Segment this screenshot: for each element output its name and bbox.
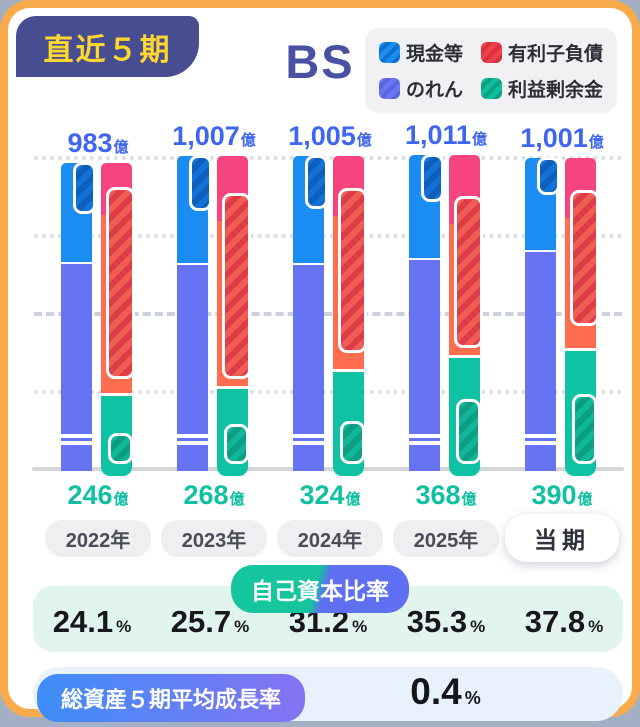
year-pill-2024年[interactable]: 2024年 [277,520,383,557]
bar-break-mark [525,441,556,445]
total-assets-label: 1,005億 [288,121,372,152]
total-assets-label: 1,011億 [404,119,488,150]
asset-bar-indigo-segment [293,263,324,471]
bar-break-mark [61,434,92,438]
equity-ratio-value: 24.1% [52,604,132,639]
legend-label-cash: 現金等 [405,44,463,65]
bar-break-mark [409,434,440,438]
year-pill-2023年[interactable]: 2023年 [161,520,267,557]
year-pill-当期[interactable]: 当期 [505,514,619,562]
retained-hatch-overlay [572,394,597,464]
retained-earnings-label: 268億 [183,480,245,510]
total-assets-label: 983億 [67,128,129,159]
legend-label-debt: 有利子負債 [507,44,603,65]
goodwill-swatch-icon [378,78,400,99]
retained-hatch-overlay [340,420,365,464]
legend-label-retained: 利益剰余金 [507,80,603,101]
equity-ratio-label: 自己資本比率 [251,578,389,604]
year-pill-2025年[interactable]: 2025年 [393,520,499,557]
growth-rate-unit: % [464,688,481,708]
legend-item-goodwill: のれん [378,75,463,102]
cash-hatch-overlay [73,162,96,214]
bar-break-mark [61,441,92,445]
retained-hatch-overlay [456,399,481,464]
retained-hatch-overlay [108,432,133,464]
retained-hatch-overlay [224,424,249,464]
cash-swatch-icon [378,42,400,63]
legend: 現金等 有利子負債 のれん 利益剰余金 [364,28,617,113]
debt-swatch-icon [480,42,502,63]
cash-hatch-overlay [537,156,560,195]
x-axis-baseline [32,467,624,471]
legend-item-debt: 有利子負債 [480,39,603,66]
equity-ratio-pill: 自己資本比率 [231,565,409,613]
cash-hatch-overlay [189,154,212,211]
gridline-250 [34,390,622,394]
bar-break-mark [409,441,440,445]
retained-earnings-label: 390億 [531,480,593,510]
cash-hatch-overlay [305,155,328,210]
bar-break-mark [525,434,556,438]
debt-hatch-overlay [222,192,251,379]
total-assets-label: 1,007億 [172,120,256,151]
asset-bar-indigo-segment [61,261,92,471]
retained-earnings-label: 246億 [67,480,129,510]
gridline-500 [34,312,622,316]
page-title: BS [285,35,355,88]
equity-ratio-value: 37.8% [524,604,604,639]
growth-rate-label: 総資産５期平均成長率 [61,687,282,712]
equity-ratio-value: 35.3% [406,604,486,639]
growth-rate-number: 0.4 [410,671,462,712]
recent-periods-badge: 直近５期 [16,16,199,77]
legend-item-retained: 利益剰余金 [480,75,603,102]
equity-ratio-value: 25.7% [170,604,250,639]
debt-hatch-overlay [338,188,367,354]
year-pill-2022年[interactable]: 2022年 [45,520,151,557]
cash-hatch-overlay [421,153,444,202]
debt-hatch-overlay [570,189,599,326]
bar-break-mark [177,441,208,445]
bar-break-mark [177,434,208,438]
retained-swatch-icon [480,78,502,99]
legend-label-goodwill: のれん [405,80,463,101]
bar-break-mark [293,441,324,445]
debt-hatch-overlay [454,196,483,349]
retained-earnings-label: 324億 [299,480,361,510]
growth-rate-value: 0.4% [278,671,613,713]
retained-earnings-label: 368億 [415,480,477,510]
legend-item-cash: 現金等 [378,39,463,66]
asset-bar-indigo-segment [409,257,440,471]
bar-break-mark [293,434,324,438]
gridline-1000 [34,156,622,160]
equity-ratio-values: 24.1% 25.7% 31.2% 35.3% 37.8% [33,604,623,640]
growth-rate-band: 総資産５期平均成長率 0.4% [33,667,623,722]
growth-rate-pill: 総資産５期平均成長率 [37,674,306,722]
gridline-750 [34,234,622,238]
asset-bar-indigo-segment [177,263,208,471]
recent-periods-badge-label: 直近５期 [43,33,172,67]
debt-hatch-overlay [106,186,135,379]
total-assets-label: 1,001億 [520,122,604,153]
